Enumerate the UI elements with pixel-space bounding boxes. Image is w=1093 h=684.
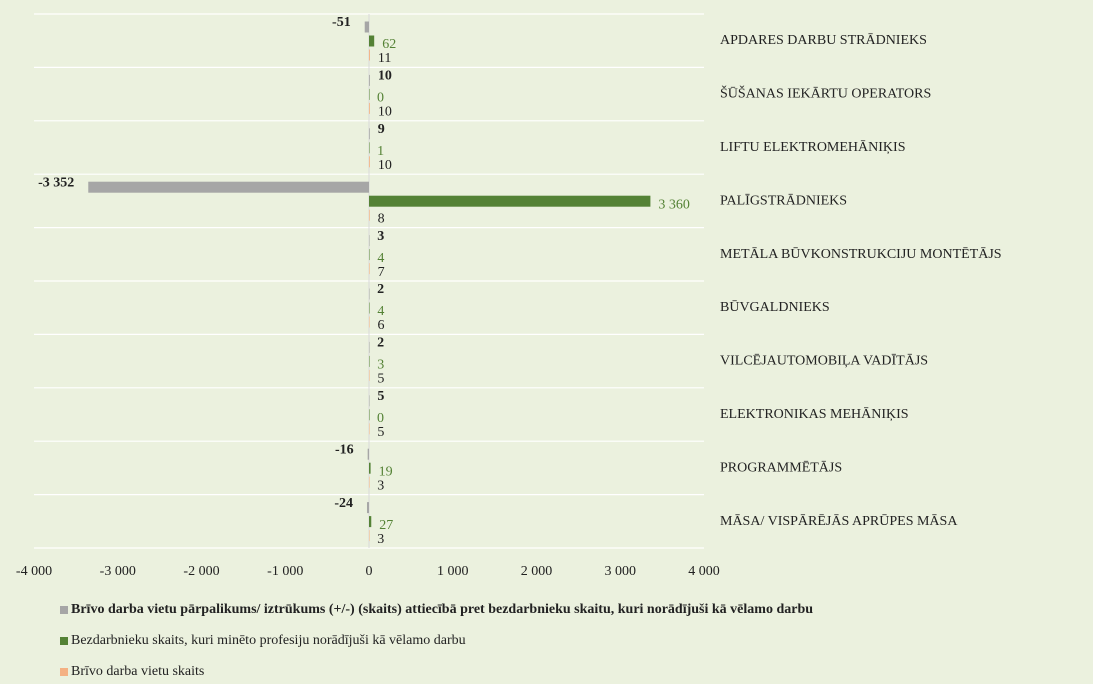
data-label: 0 — [377, 411, 384, 426]
bar — [369, 395, 370, 407]
data-label: -51 — [332, 15, 351, 30]
data-label: 19 — [379, 464, 393, 479]
bar — [369, 369, 370, 381]
data-label: -16 — [335, 442, 354, 457]
data-label: 4 — [377, 251, 384, 266]
data-label: 1 — [377, 144, 384, 159]
data-label: 11 — [378, 51, 391, 66]
bar — [369, 476, 370, 488]
legend-swatch — [60, 668, 68, 676]
data-label: 10 — [378, 105, 392, 120]
category-label: PROGRAMMĒTĀJS — [720, 459, 842, 475]
x-tick-label: 1 000 — [437, 564, 469, 579]
legend-swatch — [60, 637, 68, 645]
bar — [367, 448, 369, 460]
x-tick-label: 0 — [366, 564, 373, 579]
data-label: 2 — [377, 336, 384, 351]
x-tick-label: 2 000 — [521, 564, 553, 579]
legend-swatch — [60, 606, 68, 614]
bar — [369, 102, 370, 114]
bar — [88, 181, 370, 193]
data-label: 5 — [377, 425, 384, 440]
bar — [369, 128, 370, 140]
x-tick-label: -4 000 — [16, 564, 52, 579]
bar — [369, 49, 370, 61]
category-label: BŪVGALDNIEKS — [720, 299, 830, 315]
bar — [369, 263, 370, 275]
data-label: 5 — [377, 389, 384, 404]
data-label: 8 — [378, 211, 385, 226]
data-label: -24 — [334, 496, 353, 511]
bar — [369, 195, 651, 207]
bar — [369, 530, 370, 542]
bar — [369, 516, 372, 528]
data-label: 2 — [377, 282, 384, 297]
bar — [366, 502, 369, 514]
data-label: 9 — [378, 122, 385, 137]
legend-label: Bezdarbnieku skaits, kuri minēto profesi… — [71, 633, 466, 648]
data-label: 0 — [377, 91, 384, 106]
category-label: METĀLA BŪVKONSTRUKCIJU MONTĒTĀJS — [720, 246, 1002, 262]
data-label: 27 — [379, 518, 393, 533]
bar — [369, 302, 370, 314]
bar — [369, 35, 375, 47]
data-label: 6 — [378, 318, 385, 333]
bar — [369, 249, 370, 261]
category-label: LIFTU ELEKTROMEHĀNIĶIS — [720, 139, 905, 155]
x-tick-label: -1 000 — [267, 564, 303, 579]
data-label: 62 — [382, 37, 396, 52]
data-label: 5 — [377, 372, 384, 387]
x-tick-label: -2 000 — [183, 564, 219, 579]
bar — [369, 288, 370, 300]
data-label: 3 — [377, 358, 384, 373]
category-label: APDARES DARBU STRĀDNIEKS — [720, 32, 927, 48]
category-label: MĀSA/ VISPĀRĒJĀS APRŪPES MĀSA — [720, 513, 958, 529]
bar — [369, 209, 370, 221]
bar — [369, 462, 371, 474]
category-label: VILCĒJAUTOMOBIĻA VADĪTĀJS — [720, 353, 928, 369]
data-label: 3 — [377, 229, 384, 244]
bar — [369, 156, 370, 168]
category-label: ŠŪŠANAS IEKĀRTU OPERATORS — [720, 85, 931, 102]
bar — [369, 423, 370, 435]
legend-label: Brīvo darba vietu skaits — [71, 664, 204, 679]
x-tick-label: 4 000 — [688, 564, 720, 579]
x-tick-label: -3 000 — [100, 564, 136, 579]
bar — [369, 74, 370, 86]
data-label: 4 — [377, 304, 384, 319]
data-label: -3 352 — [38, 175, 74, 190]
bar — [369, 341, 370, 353]
legend-label: Brīvo darba vietu pārpalikums/ iztrūkums… — [71, 602, 813, 617]
bar — [369, 142, 370, 154]
data-label: 3 — [377, 478, 384, 493]
bar — [369, 316, 370, 328]
bar — [369, 409, 370, 421]
bar — [369, 355, 370, 367]
data-label: 10 — [378, 158, 392, 173]
bar — [369, 235, 370, 247]
bar — [369, 88, 370, 100]
data-label: 3 — [377, 532, 384, 547]
bar — [364, 21, 369, 33]
category-label: ELEKTRONIKAS MEHĀNIĶIS — [720, 406, 909, 422]
x-tick-label: 3 000 — [605, 564, 637, 579]
category-label: PALĪGSTRĀDNIEKS — [720, 192, 847, 208]
data-label: 10 — [378, 69, 392, 84]
data-label: 7 — [378, 265, 385, 280]
data-label: 3 360 — [658, 197, 690, 212]
